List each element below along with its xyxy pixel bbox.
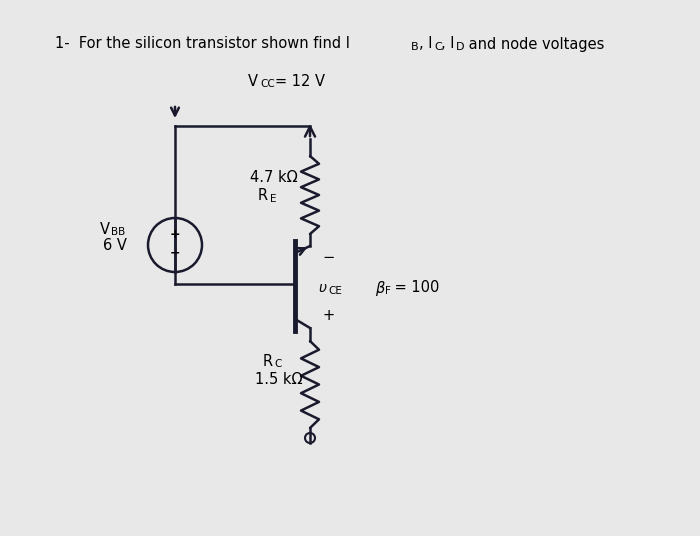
Text: +: + [322, 309, 334, 324]
Text: = 100: = 100 [390, 280, 440, 295]
Text: 4.7 kΩ: 4.7 kΩ [250, 170, 298, 185]
Text: , I: , I [419, 36, 433, 51]
Text: C: C [434, 42, 442, 52]
Text: CC: CC [260, 79, 274, 89]
Text: BB: BB [111, 227, 125, 237]
Text: 1-  For the silicon transistor shown find I: 1- For the silicon transistor shown find… [55, 36, 350, 51]
Text: −: − [322, 250, 335, 265]
Text: CE: CE [328, 286, 342, 296]
Text: V: V [100, 221, 110, 236]
Text: R: R [263, 354, 273, 369]
Text: +: + [169, 228, 181, 242]
Text: B: B [411, 42, 419, 52]
Text: and node voltages: and node voltages [464, 36, 604, 51]
Text: −: − [169, 247, 181, 259]
Text: υ: υ [318, 281, 326, 295]
Text: V: V [248, 73, 258, 88]
Text: 6 V: 6 V [103, 239, 127, 254]
Text: , I: , I [441, 36, 454, 51]
Text: 1.5 kΩ: 1.5 kΩ [255, 371, 302, 386]
Text: R: R [258, 189, 268, 204]
Text: E: E [270, 194, 276, 204]
Text: F: F [385, 286, 391, 296]
Text: D: D [456, 42, 465, 52]
Text: C: C [274, 359, 281, 369]
Text: β: β [375, 280, 384, 295]
Text: = 12 V: = 12 V [275, 73, 325, 88]
